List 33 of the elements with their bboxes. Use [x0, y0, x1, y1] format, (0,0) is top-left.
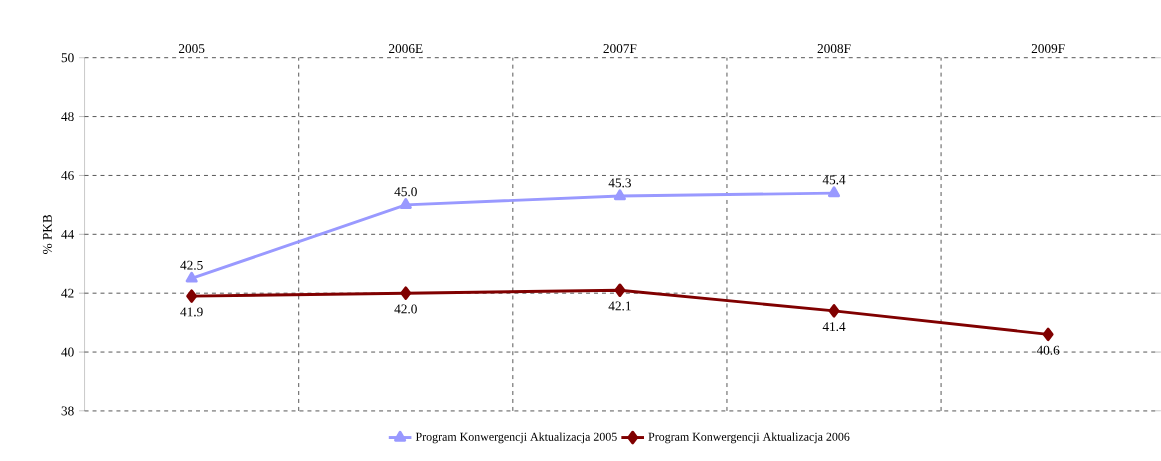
data-label: 45.3 [608, 178, 631, 188]
y-tick-label: 50 [61, 53, 74, 63]
data-label: 42.5 [180, 260, 203, 270]
point [400, 286, 412, 301]
point [186, 289, 198, 304]
point [399, 198, 412, 210]
legend-label: Program Konwergencji Aktualizacja 2006 [648, 432, 850, 444]
y-axis-title: % PKB [42, 215, 52, 255]
y-tick-label: 46 [61, 171, 74, 181]
data-label: 45.4 [822, 175, 846, 185]
data-label: 40.6 [1036, 345, 1060, 355]
point [185, 271, 198, 283]
data-label: 41.4 [822, 322, 846, 332]
legend-label: Program Konwergencji Aktualizacja 2005 [415, 432, 617, 444]
data-label: 41.9 [180, 307, 203, 317]
x-tick-label: 2006E [389, 44, 423, 54]
data-label: 42.0 [394, 304, 417, 314]
y-tick-label: 48 [61, 112, 74, 122]
x-tick-label: 2007F [603, 44, 637, 54]
point [613, 189, 626, 201]
point [1042, 327, 1054, 342]
point [827, 186, 841, 198]
y-tick-label: 38 [61, 406, 74, 416]
point [828, 304, 840, 318]
x-tick-label: 2008F [817, 44, 851, 54]
data-label: 42.1 [608, 301, 631, 311]
y-tick-label: 44 [61, 230, 75, 239]
data-label: 45.0 [394, 187, 417, 197]
y-tick-label: 40 [61, 347, 74, 357]
x-tick-label: 2005 [178, 44, 205, 54]
x-tick-label: 2009F [1031, 44, 1065, 54]
y-tick-label: 42 [61, 288, 74, 298]
point [614, 283, 626, 298]
